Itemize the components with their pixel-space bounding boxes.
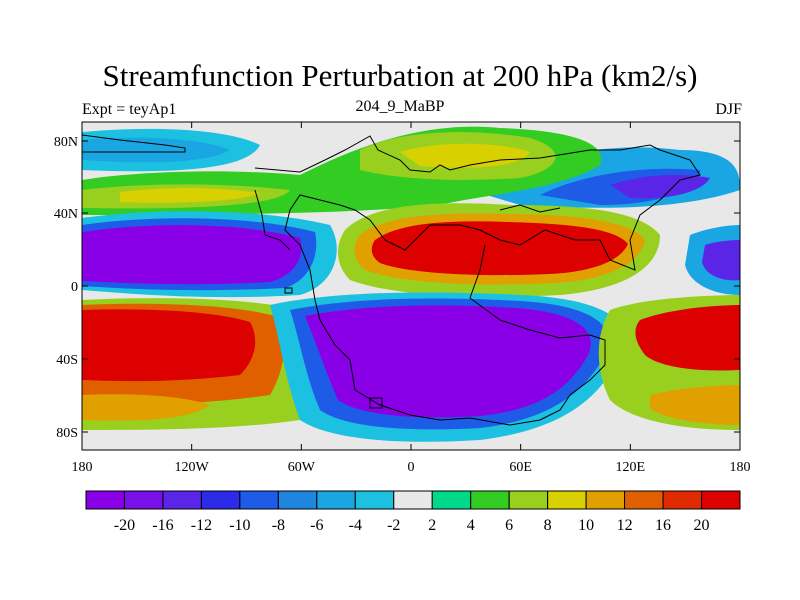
colorbar-swatch	[662, 490, 703, 510]
experiment-label: Expt = teyAp1	[82, 101, 177, 118]
colorbar-swatch	[585, 490, 626, 510]
x-tick-label: 180	[730, 460, 751, 475]
y-tick-label: 40N	[54, 207, 78, 222]
x-tick-label: 120W	[175, 460, 210, 475]
colorbar-label: 20	[694, 517, 710, 534]
y-tick-label: 80N	[54, 135, 78, 150]
colorbar-label: 16	[655, 517, 671, 534]
north-yellow-core	[400, 143, 530, 168]
colorbar-label: -8	[272, 517, 285, 534]
west-yellow-core	[120, 187, 260, 203]
x-tick-label: 0	[408, 460, 415, 475]
colorbar-swatch	[354, 490, 395, 510]
colorbar-label: -16	[152, 517, 173, 534]
y-tick-label: 80S	[56, 426, 78, 441]
colorbar-swatch	[470, 490, 510, 510]
y-tick-label: 40S	[56, 353, 78, 368]
east-tropical-negative-core	[702, 240, 740, 281]
x-tick-label: 60E	[509, 460, 532, 475]
colorbar-swatch	[123, 490, 164, 510]
y-tick-label: 0	[71, 280, 78, 295]
colorbar-swatch	[200, 490, 241, 510]
x-tick-label: 180	[72, 460, 93, 475]
pacific-negative-core	[82, 225, 302, 285]
colorbar-label: -20	[114, 517, 135, 534]
colorbar-swatch	[162, 490, 202, 510]
colorbar-swatch	[547, 490, 587, 510]
x-tick-label: 60W	[288, 460, 316, 475]
y-axis: 80N 40N 0 40S 80S	[54, 135, 740, 441]
colorbar-swatch	[701, 490, 741, 510]
x-tick-label: 120E	[616, 460, 646, 475]
colorbar-swatch	[624, 490, 664, 510]
colorbar-label: -10	[229, 517, 250, 534]
east-south-positive-core	[635, 305, 740, 371]
colorbar-label: 8	[544, 517, 552, 534]
figure-title: Streamfunction Perturbation at 200 hPa (…	[102, 58, 698, 93]
colorbar-label: 2	[428, 517, 436, 534]
colorbar: -20 -16 -12 -10 -8 -6 -4 -2 2 4 6 8 10 12 16 20	[85, 490, 741, 534]
x-axis: 180 120W 60W 0 60E 120E 180	[72, 122, 751, 475]
colorbar-swatch	[393, 490, 433, 510]
ne-blue-core	[610, 174, 710, 199]
colorbar-swatch	[85, 490, 125, 510]
colorbar-label: -2	[387, 517, 400, 534]
colorbar-swatch	[277, 490, 318, 510]
colorbar-label: 4	[467, 517, 475, 534]
colorbar-swatch	[239, 490, 279, 510]
east-south-yellow	[650, 385, 740, 425]
colorbar-swatch	[316, 490, 356, 510]
colorbar-swatch	[508, 490, 549, 510]
south-indian-negative-core	[305, 305, 591, 418]
season-label: DJF	[715, 101, 742, 118]
colorbar-label: 10	[578, 517, 594, 534]
colorbar-label: -6	[310, 517, 323, 534]
south-pacific-positive-core	[82, 309, 256, 382]
colorbar-label: -12	[191, 517, 212, 534]
contour-fill	[82, 122, 740, 450]
colorbar-label: 12	[617, 517, 633, 534]
colorbar-swatch	[431, 490, 472, 510]
case-label: 204_9_MaBP	[355, 98, 445, 115]
north-blue-band-2	[82, 137, 230, 163]
colorbar-label: 6	[505, 517, 513, 534]
colorbar-label: -4	[349, 517, 362, 534]
asia-positive-core	[371, 221, 628, 276]
south-pacific-yellow	[82, 394, 210, 421]
coastline	[82, 134, 701, 426]
